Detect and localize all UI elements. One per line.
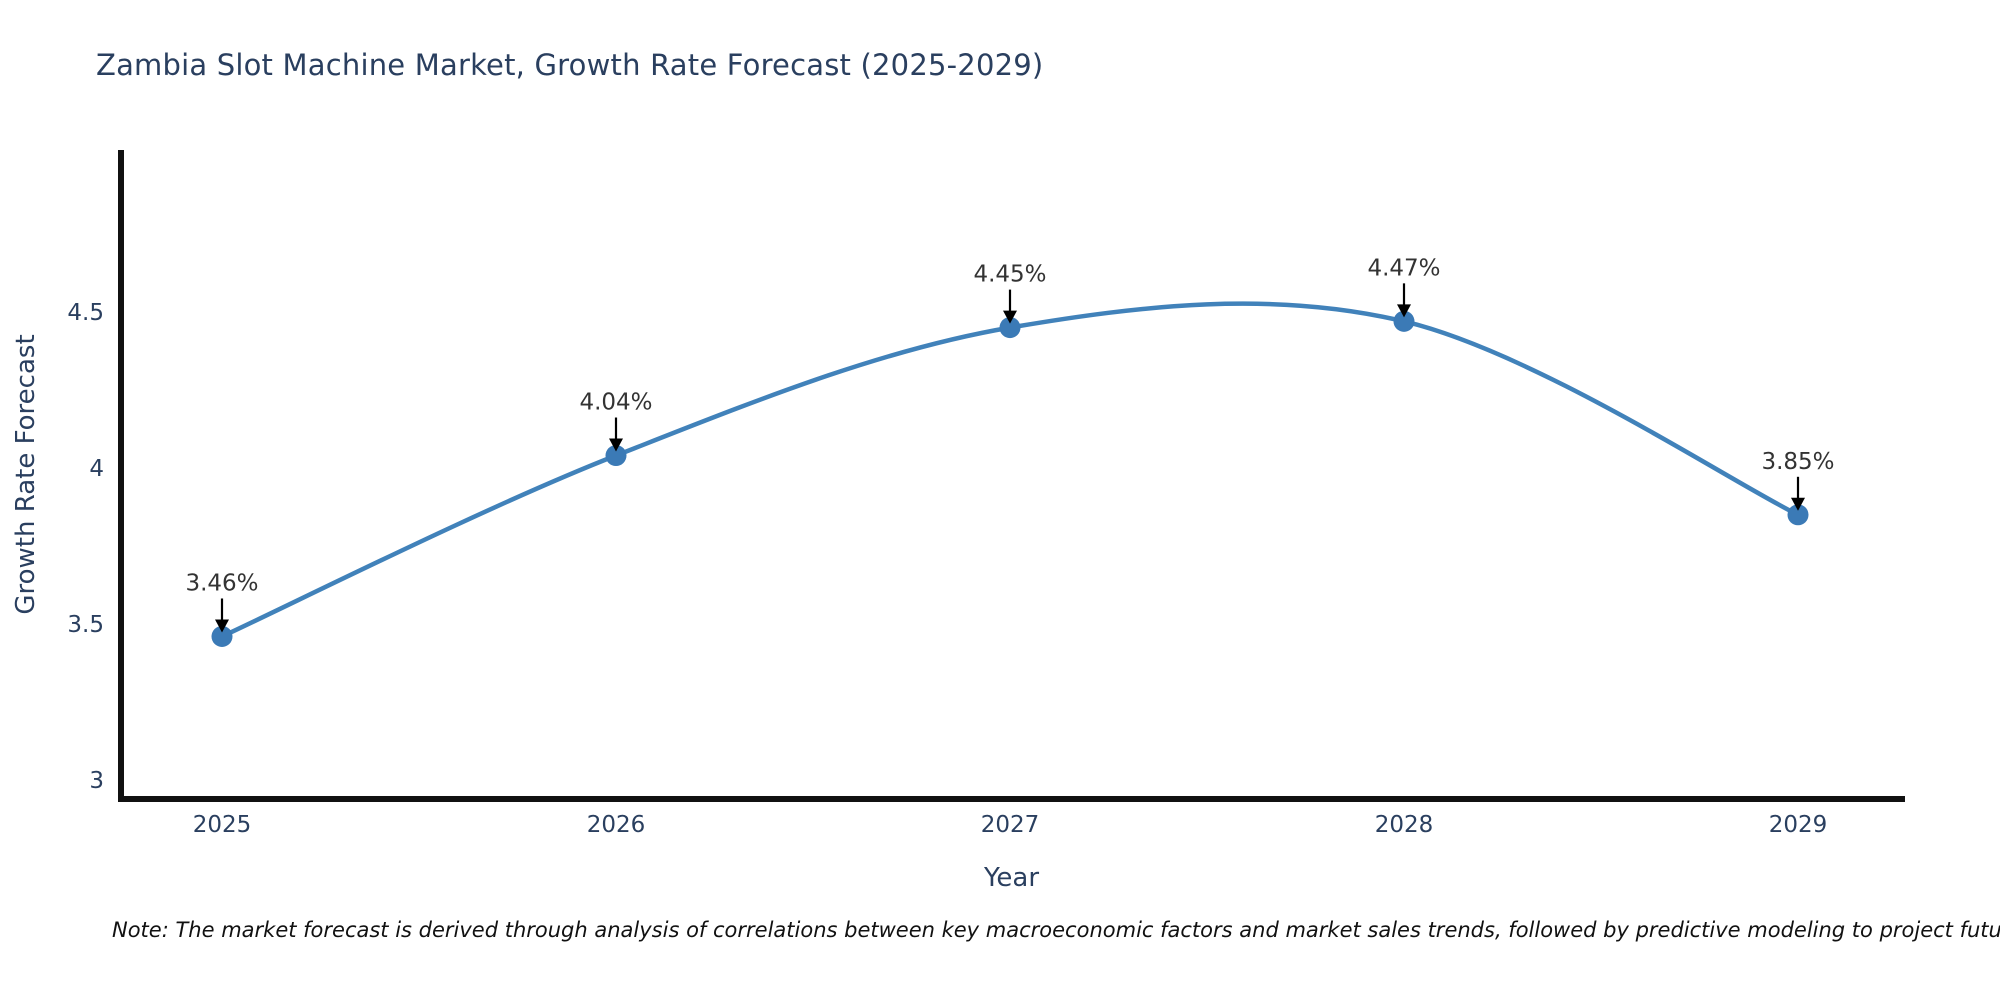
point-annotation-label: 3.46%	[185, 570, 258, 596]
y-tick-label: 4	[89, 456, 104, 482]
data-point-marker[interactable]	[1787, 504, 1809, 526]
x-tick-label: 2026	[587, 812, 646, 838]
y-tick-label: 3	[89, 768, 104, 794]
footnote: Note: The market forecast is derived thr…	[112, 918, 2000, 942]
chart-title: Zambia Slot Machine Market, Growth Rate …	[96, 48, 1044, 82]
x-axis-title: Year	[983, 863, 1039, 893]
point-annotation-label: 4.47%	[1367, 255, 1440, 281]
data-point-marker[interactable]	[999, 317, 1021, 339]
annotation-arrowhead-icon	[1791, 497, 1805, 511]
annotation-arrowhead-icon	[215, 619, 229, 633]
point-annotation-label: 4.45%	[973, 262, 1046, 288]
annotation-arrowhead-icon	[1397, 304, 1411, 318]
data-point-marker[interactable]	[1393, 310, 1415, 332]
x-tick-label: 2025	[193, 812, 252, 838]
y-tick-label: 4.5	[67, 300, 104, 326]
data-point-marker[interactable]	[605, 445, 627, 467]
data-point-marker[interactable]	[211, 625, 233, 647]
x-tick-label: 2029	[1769, 812, 1828, 838]
forecast-line	[219, 301, 1801, 639]
point-annotation-label: 4.04%	[579, 390, 652, 416]
x-tick-label: 2027	[981, 812, 1040, 838]
y-tick-label: 3.5	[67, 612, 104, 638]
y-axis-title: Growth Rate Forecast	[11, 334, 41, 614]
annotation-arrowhead-icon	[1003, 310, 1017, 324]
annotation-arrowhead-icon	[609, 438, 623, 452]
point-annotation-label: 3.85%	[1761, 449, 1834, 475]
x-tick-label: 2028	[1375, 812, 1434, 838]
